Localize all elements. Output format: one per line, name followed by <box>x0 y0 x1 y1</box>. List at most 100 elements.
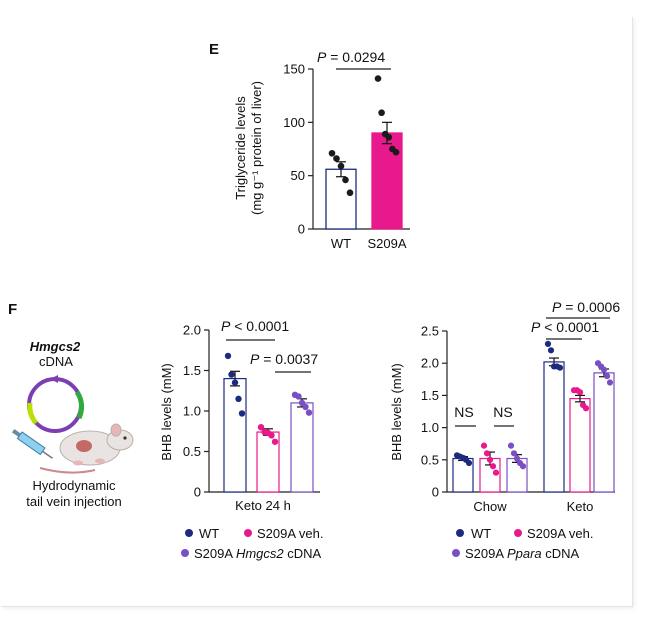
legend-mid-rescue-marker <box>181 549 189 557</box>
panel-label-f: F <box>8 301 17 318</box>
chart-f-right-xtick-label: Chow <box>473 499 507 514</box>
chart-f-right-point <box>510 450 518 457</box>
chart-f-mid-point <box>271 438 279 445</box>
chart-f-mid-p-annotation-1: P < 0.0001 <box>221 318 289 334</box>
chart-f-right-point <box>519 463 527 470</box>
chart-f-right-point <box>465 459 473 467</box>
chart-f-right-point <box>547 347 555 354</box>
chart-f-right-bar <box>543 361 565 493</box>
illustration-title-cdna: cDNA <box>39 354 73 369</box>
chart-f-right-bar <box>593 372 615 493</box>
legend-right-wt-marker <box>456 529 464 537</box>
chart-f-right-ytick-label: 0 <box>432 485 439 500</box>
chart-f-right-point <box>486 456 494 463</box>
chart-f-right-ytick-label: 1.5 <box>421 388 439 403</box>
chart-f-right-point <box>603 372 611 380</box>
chart-e-ylabel-line2: (mg g⁻¹ protein of liver) <box>249 81 264 215</box>
chart-e-ytick-label: 100 <box>283 115 305 130</box>
chart-f-mid: BHB levels (mM) 0 0.5 1.0 1.5 2.0 P < 0.0001… <box>159 318 320 513</box>
legend-mid-s209a-marker <box>244 529 252 537</box>
chart-f-right-point <box>606 379 614 386</box>
chart-f-mid-point <box>268 432 275 439</box>
chart-e-point <box>374 75 382 82</box>
figure-card <box>0 16 632 606</box>
chart-f-right-point <box>576 389 584 396</box>
chart-f-right-bar <box>569 398 591 493</box>
chart-f-mid-bar <box>290 402 314 493</box>
chart-f-right-point <box>513 455 521 462</box>
chart-f-right-point <box>489 463 497 470</box>
chart-f-right-point <box>600 366 608 373</box>
panel-label-e: E <box>209 41 219 58</box>
legend-mid: WT S209A veh. S209A Hmgcs2 cDNA <box>181 526 324 561</box>
syringe-icon <box>12 429 53 459</box>
chart-f-mid-point <box>257 424 265 431</box>
legend-mid-s209a-label: S209A veh. <box>257 526 324 541</box>
legend-mid-wt-marker <box>185 529 193 537</box>
chart-f-mid-point <box>224 352 232 360</box>
chart-e-point <box>392 148 400 156</box>
legend-right: WT S209A veh. S209A Ppara cDNA <box>452 526 594 561</box>
chart-f-mid-p-annotation-2: P = 0.0037 <box>250 351 318 367</box>
chart-e-point <box>337 162 345 170</box>
chart-e-ytick-label: 50 <box>291 168 305 183</box>
chart-f-right-p-annotation-1: P < 0.0001 <box>531 319 599 335</box>
chart-f-mid-point <box>305 409 313 416</box>
chart-e-point <box>333 155 340 162</box>
chart-f-mid-point <box>235 395 242 403</box>
legend-mid-wt-label: WT <box>199 526 219 541</box>
chart-f-mid-point <box>231 379 239 386</box>
legend-mid-rescue-label: S209A Hmgcs2 cDNA <box>194 546 322 561</box>
mouse-icon <box>39 423 134 474</box>
chart-f-right-point <box>544 340 552 347</box>
legend-right-s209a-marker <box>514 529 522 537</box>
chart-f-right-point <box>492 469 500 476</box>
chart-f-right-point <box>556 364 564 371</box>
legend-right-s209a-label: S209A veh. <box>527 526 594 541</box>
chart-e-point <box>342 176 349 184</box>
plasmid-icon <box>27 375 85 433</box>
chart-f-right-point <box>483 450 491 457</box>
chart-f-right-ytick-label: 2.0 <box>421 356 439 371</box>
illustration-caption-line2: tail vein injection <box>26 494 121 509</box>
illustration-caption-line1: Hydrodynamic <box>32 478 116 493</box>
chart-f-mid-point <box>228 371 235 378</box>
chart-e-xtick-label: S209A <box>367 236 406 251</box>
chart-f-mid-point <box>302 403 309 411</box>
chart-f-mid-ytick-label: 0 <box>194 485 201 500</box>
chart-e: Triglyceride levels (mg g⁻¹ protein of l… <box>233 49 410 251</box>
chart-f-right-point <box>480 442 488 449</box>
chart-f-mid-xlabel: Keto 24 h <box>235 498 291 513</box>
chart-f-mid-ytick-label: 0.5 <box>183 444 201 459</box>
chart-f-right-ylabel: BHB levels (mM) <box>389 363 404 461</box>
chart-f-right-ns-1: NS <box>454 404 473 420</box>
chart-e-point <box>346 189 354 197</box>
chart-e-point <box>328 149 336 157</box>
chart-e-p-annotation: P = 0.0294 <box>317 49 385 65</box>
chart-f-right-p-annotation-2: P = 0.0006 <box>552 299 620 315</box>
chart-f-right-ytick-label: 2.5 <box>421 324 439 339</box>
chart-f-mid-point <box>238 410 246 417</box>
chart-f-mid-point <box>295 393 302 400</box>
legend-right-rescue-label: S209A Ppara cDNA <box>465 546 580 561</box>
chart-e-ytick-label: 150 <box>283 62 305 77</box>
legend-right-wt-label: WT <box>471 526 491 541</box>
chart-f-right-ytick-label: 0.5 <box>421 452 439 467</box>
chart-f-right-ns-2: NS <box>493 404 512 420</box>
chart-f-right-xtick-label: Keto <box>567 499 594 514</box>
chart-f-mid-ytick-label: 1.0 <box>183 404 201 419</box>
chart-f-mid-bar <box>223 378 247 493</box>
chart-f-right-ytick-label: 1.0 <box>421 420 439 435</box>
chart-e-bar <box>325 168 357 230</box>
chart-e-ytick-label: 0 <box>298 222 305 237</box>
injection-illustration: Hmgcs2 cDNA Hydrodynamic tail vein inj <box>12 339 134 509</box>
chart-e-ylabel-line1: Triglyceride levels <box>233 96 248 200</box>
chart-f-mid-ytick-label: 2.0 <box>183 323 201 338</box>
chart-e-bar <box>371 132 403 230</box>
illustration-title-gene: Hmgcs2 <box>30 339 81 354</box>
chart-f-right-point <box>507 442 515 449</box>
chart-f-mid-ylabel: BHB levels (mM) <box>159 363 174 461</box>
chart-e-point <box>385 133 393 141</box>
chart-e-point <box>378 109 385 117</box>
